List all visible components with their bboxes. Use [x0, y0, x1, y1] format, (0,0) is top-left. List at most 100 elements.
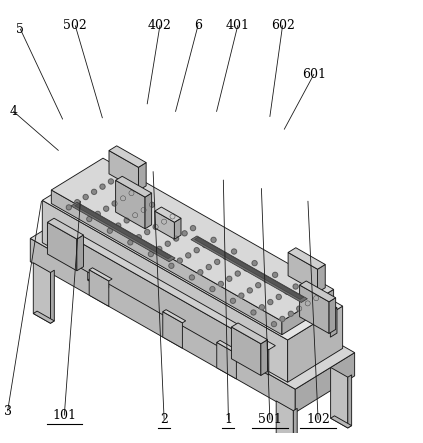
Text: 402: 402	[148, 19, 172, 32]
Polygon shape	[138, 163, 146, 190]
Polygon shape	[109, 146, 146, 167]
Circle shape	[186, 253, 191, 258]
Circle shape	[244, 266, 249, 271]
Polygon shape	[47, 222, 77, 271]
Text: 602: 602	[271, 19, 294, 32]
Polygon shape	[51, 158, 334, 321]
Circle shape	[165, 241, 170, 246]
Polygon shape	[48, 220, 275, 350]
Circle shape	[116, 223, 121, 228]
Circle shape	[239, 293, 244, 298]
Circle shape	[251, 310, 256, 315]
Text: 2: 2	[160, 413, 168, 426]
Circle shape	[305, 301, 310, 306]
Polygon shape	[48, 224, 269, 375]
Circle shape	[218, 281, 223, 287]
Polygon shape	[330, 308, 337, 337]
Polygon shape	[42, 167, 343, 340]
Circle shape	[83, 194, 88, 199]
Circle shape	[108, 179, 113, 184]
Circle shape	[235, 271, 240, 276]
Polygon shape	[288, 306, 343, 382]
Circle shape	[148, 252, 154, 256]
Circle shape	[177, 258, 182, 263]
Polygon shape	[299, 285, 329, 334]
Polygon shape	[50, 270, 54, 323]
Circle shape	[288, 311, 294, 316]
Text: 601: 601	[302, 68, 326, 81]
Circle shape	[75, 200, 80, 205]
Circle shape	[268, 299, 273, 305]
Circle shape	[124, 218, 129, 223]
Circle shape	[91, 189, 96, 194]
Circle shape	[190, 225, 195, 231]
Polygon shape	[77, 235, 83, 271]
Polygon shape	[33, 311, 54, 323]
Polygon shape	[231, 327, 261, 376]
Polygon shape	[109, 151, 138, 190]
Circle shape	[211, 237, 216, 242]
Polygon shape	[155, 211, 174, 239]
Polygon shape	[88, 278, 109, 290]
Circle shape	[100, 184, 105, 189]
Text: 6: 6	[194, 19, 202, 32]
Polygon shape	[145, 193, 151, 229]
Polygon shape	[318, 264, 325, 292]
Polygon shape	[105, 237, 109, 290]
Polygon shape	[231, 323, 267, 344]
Polygon shape	[33, 263, 50, 323]
Polygon shape	[30, 202, 354, 389]
Circle shape	[231, 249, 236, 254]
Text: 3: 3	[4, 404, 11, 417]
Circle shape	[227, 276, 232, 281]
Circle shape	[259, 305, 264, 310]
Circle shape	[128, 240, 133, 245]
Circle shape	[285, 289, 290, 294]
Circle shape	[170, 214, 175, 219]
Circle shape	[132, 213, 137, 218]
Polygon shape	[191, 236, 308, 303]
Circle shape	[198, 270, 203, 275]
Polygon shape	[42, 200, 288, 382]
Polygon shape	[88, 229, 105, 290]
Circle shape	[87, 217, 92, 222]
Polygon shape	[30, 238, 295, 412]
Polygon shape	[89, 268, 112, 281]
Circle shape	[107, 228, 113, 233]
Polygon shape	[331, 367, 348, 428]
Polygon shape	[195, 237, 304, 299]
Polygon shape	[75, 203, 171, 259]
Polygon shape	[261, 340, 267, 376]
Circle shape	[104, 206, 109, 211]
Polygon shape	[293, 408, 297, 443]
Polygon shape	[115, 180, 145, 229]
Circle shape	[95, 211, 100, 217]
Circle shape	[136, 235, 141, 240]
Circle shape	[141, 207, 146, 213]
Text: 1: 1	[225, 413, 232, 426]
Text: 101: 101	[52, 409, 76, 422]
Circle shape	[169, 263, 174, 268]
Polygon shape	[89, 270, 109, 307]
Circle shape	[194, 248, 199, 253]
Text: 102: 102	[306, 413, 330, 426]
Circle shape	[66, 205, 71, 210]
Circle shape	[272, 322, 277, 326]
Circle shape	[182, 231, 187, 236]
Polygon shape	[288, 248, 325, 269]
Circle shape	[162, 219, 167, 224]
Polygon shape	[331, 416, 352, 428]
Polygon shape	[115, 176, 151, 197]
Text: 5: 5	[16, 23, 24, 35]
Circle shape	[145, 229, 150, 235]
Polygon shape	[295, 353, 354, 412]
Circle shape	[157, 246, 162, 252]
Circle shape	[252, 260, 257, 266]
Circle shape	[149, 202, 154, 207]
Circle shape	[210, 287, 215, 291]
Circle shape	[206, 264, 212, 270]
Circle shape	[293, 284, 298, 289]
Circle shape	[272, 272, 277, 277]
Text: 401: 401	[226, 19, 250, 32]
Circle shape	[203, 242, 208, 248]
